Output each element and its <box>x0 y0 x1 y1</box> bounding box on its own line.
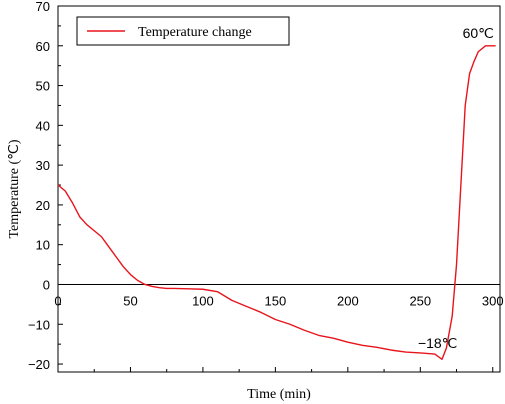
series-line <box>57 45 496 360</box>
y-axis-title: Temperature (℃) <box>7 139 22 238</box>
y-tick-label: 40 <box>36 118 50 133</box>
legend: Temperature change <box>76 16 290 46</box>
y-tick-label: −10 <box>28 317 50 332</box>
y-tick-label: 30 <box>36 158 50 173</box>
y-tick-label: 70 <box>36 0 50 14</box>
x-tick-label: 50 <box>123 293 137 308</box>
y-tick-label: 60 <box>36 39 50 54</box>
y-tick-label: 20 <box>36 198 50 213</box>
annotations: 60℃ −18℃ <box>418 25 494 351</box>
y-tick-label: 0 <box>43 277 50 292</box>
x-tick-label: 0 <box>54 293 61 308</box>
legend-box <box>76 16 290 46</box>
plot-area <box>57 5 501 373</box>
plot-border <box>57 5 501 373</box>
x-tick-label: 100 <box>192 293 214 308</box>
data-annotation: −18℃ <box>418 335 457 351</box>
y-tick-label: 50 <box>36 79 50 94</box>
x-tick-label: 250 <box>409 293 431 308</box>
legend-label: Temperature change <box>138 25 252 40</box>
x-tick-label: 200 <box>337 293 359 308</box>
y-tick-label: 10 <box>36 238 50 253</box>
x-tick-label: 150 <box>265 293 287 308</box>
x-tick-label: 300 <box>482 293 504 308</box>
y-axis: −20 −10 0 10 20 30 40 50 60 70 <box>28 0 63 372</box>
data-annotation: 60℃ <box>463 25 494 41</box>
y-tick-label: −20 <box>28 357 50 372</box>
series-layer <box>57 45 496 360</box>
x-axis-title: Time (min) <box>247 387 311 402</box>
x-axis: 0 50 100 150 200 250 300 <box>54 293 504 372</box>
